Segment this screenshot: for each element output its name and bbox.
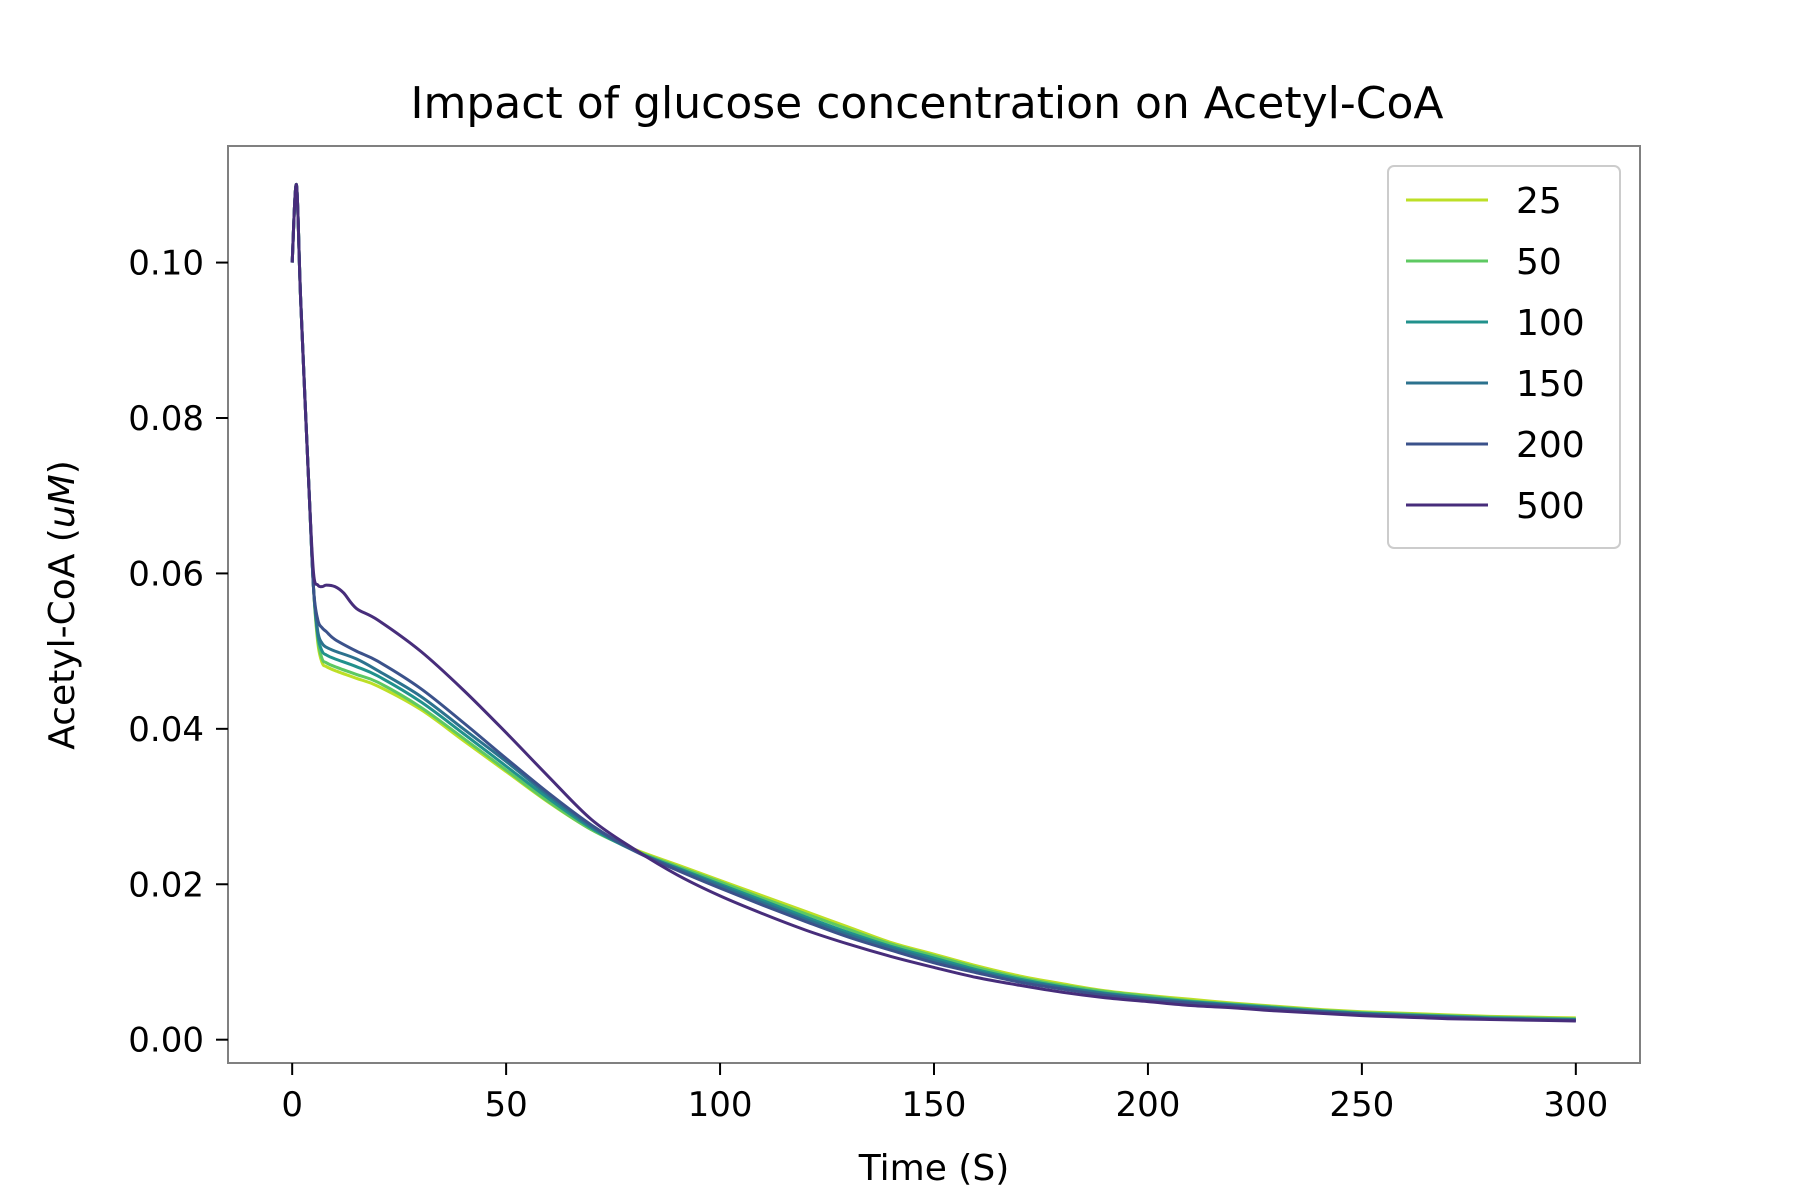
y-tick-label: 0.00	[128, 1021, 204, 1061]
series-line-25	[290, 183, 1576, 1020]
y-tick-label: 0.08	[128, 399, 204, 439]
legend-box	[1387, 165, 1621, 549]
y-axis-label-prefix: Acetyl-CoA (	[42, 528, 83, 750]
chart-title: Impact of glucose concentration on Acety…	[411, 78, 1444, 129]
series-line-150	[290, 183, 1576, 1022]
y-tick-label: 0.06	[128, 554, 204, 594]
x-axis-ticks: 0 50 100 150 200 250 300	[281, 1063, 1608, 1125]
x-tick-label: 200	[1115, 1085, 1180, 1125]
legend-label: 100	[1516, 303, 1585, 344]
y-axis-ticks: 0.00 0.02 0.04 0.06 0.08 0.10	[128, 244, 228, 1061]
legend-label: 25	[1516, 181, 1562, 222]
series-line-500	[290, 183, 1576, 1023]
y-tick-label: 0.04	[128, 710, 204, 750]
legend: 25 50 100 150 200 500	[1387, 165, 1621, 549]
y-tick-label: 0.02	[128, 865, 204, 905]
x-tick-label: 150	[902, 1085, 967, 1125]
legend-label: 150	[1516, 364, 1585, 405]
y-axis-label-unit: uM	[42, 474, 83, 528]
legend-label: 500	[1516, 486, 1585, 527]
x-tick-label: 100	[688, 1085, 753, 1125]
x-tick-label: 250	[1329, 1085, 1394, 1125]
y-axis-label-suffix: )	[42, 460, 83, 474]
series-lines	[290, 183, 1576, 1023]
x-axis-label: Time (S)	[858, 1148, 1010, 1189]
x-tick-label: 50	[484, 1085, 527, 1125]
legend-label: 50	[1516, 242, 1562, 283]
x-tick-label: 0	[281, 1085, 303, 1125]
series-line-200	[290, 183, 1576, 1022]
y-tick-label: 0.10	[128, 244, 204, 284]
y-axis-label: Acetyl-CoA (uM)	[42, 460, 83, 750]
series-line-50	[290, 183, 1576, 1021]
x-tick-label: 300	[1543, 1085, 1608, 1125]
series-line-100	[290, 183, 1576, 1021]
legend-label: 200	[1516, 425, 1585, 466]
